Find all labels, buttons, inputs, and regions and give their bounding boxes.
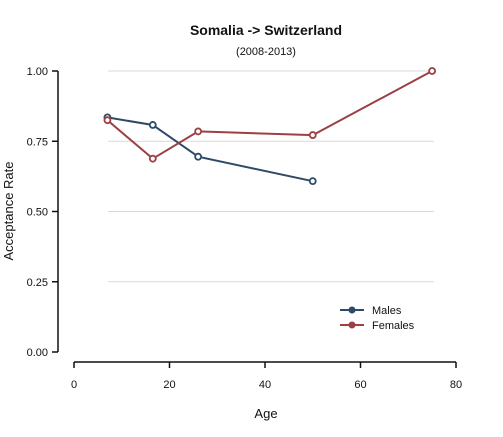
data-point-males: [148, 121, 157, 129]
grid-lines: [108, 70, 434, 283]
y-tick-label: 0.00: [27, 347, 48, 359]
x-tick-label: 80: [450, 379, 462, 391]
x-tick-label: 0: [71, 379, 77, 391]
data-point-females: [194, 127, 203, 136]
series-layer: [103, 67, 437, 186]
data-point-females: [308, 131, 317, 139]
legend-label-females: Females: [372, 320, 415, 332]
legend-item-males: Males: [340, 305, 402, 317]
series-line-females: [106, 70, 433, 160]
series-line-males: [107, 116, 314, 183]
x-tick-label: 60: [354, 379, 366, 391]
data-point-males: [308, 177, 317, 186]
chart-subtitle: (2008-2013): [236, 46, 296, 58]
legend-marker-females: [348, 321, 356, 329]
y-tick-label: 0.25: [27, 277, 48, 289]
series-females: [103, 67, 437, 163]
data-point-females: [103, 116, 112, 125]
legend-label-males: Males: [372, 305, 402, 317]
x-axis-ticks: 0 20 40 60 80: [71, 362, 462, 391]
chart-title: Somalia -> Switzerland: [190, 22, 342, 38]
data-point-females: [428, 67, 437, 75]
legend-marker-males: [348, 306, 356, 314]
y-tick-label: 1.00: [27, 66, 48, 78]
legend-item-females: Females: [340, 320, 415, 332]
legend: Males Females: [340, 305, 415, 332]
x-tick-label: 20: [163, 379, 175, 391]
y-tick-label: 0.75: [27, 136, 48, 148]
y-tick-label: 0.50: [27, 207, 48, 219]
y-axis-ticks: 0.00 0.25 0.50 0.75 1.00: [27, 66, 58, 359]
x-axis-title: Age: [254, 406, 277, 421]
axes: [57, 71, 456, 363]
data-point-males: [194, 152, 203, 161]
x-tick-label: 40: [259, 379, 271, 391]
y-axis-title: Acceptance Rate: [1, 161, 16, 260]
series-males: [103, 113, 317, 186]
data-point-females: [148, 154, 157, 163]
